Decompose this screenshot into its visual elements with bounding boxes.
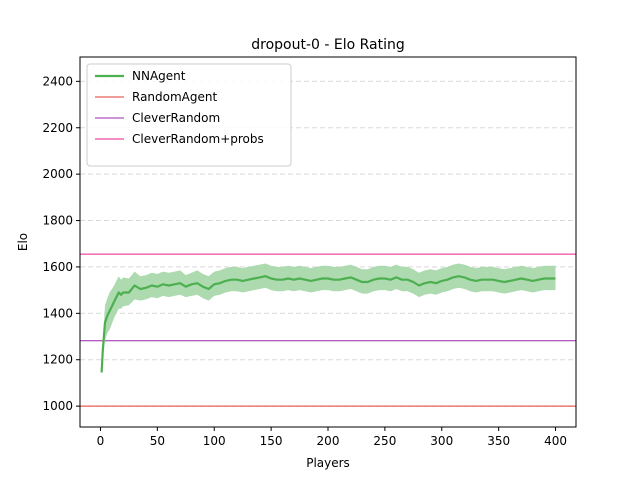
legend-box: [86, 63, 292, 167]
series-line: [100, 275, 556, 373]
legend-label: CleverRandom+probs: [132, 132, 264, 146]
legend-label: NNAgent: [132, 69, 186, 83]
x-tick-label: 350: [487, 434, 510, 448]
y-tick-label: 2200: [42, 121, 73, 135]
x-tick-label: 50: [150, 434, 165, 448]
y-axis-ticks: 1000 1200 1400 1600 1800 2000 2200 2400: [42, 74, 80, 413]
reference-lines: [80, 253, 576, 407]
x-tick-label: 0: [97, 434, 105, 448]
y-tick-label: 1600: [42, 260, 73, 274]
chart-title: dropout-0 - Elo Rating: [251, 37, 405, 53]
legend-label: CleverRandom: [132, 111, 220, 125]
x-tick-label: 300: [430, 434, 453, 448]
confidence-band: [101, 263, 556, 374]
legend-label: RandomAgent: [132, 90, 217, 104]
y-tick-label: 1800: [42, 214, 73, 228]
y-tick-label: 1200: [42, 353, 73, 367]
x-axis-label: Players: [306, 456, 350, 470]
y-tick-label: 1400: [42, 306, 73, 320]
nnagent-series: [100, 263, 556, 374]
x-tick-label: 150: [260, 434, 283, 448]
x-tick-label: 100: [203, 434, 226, 448]
y-axis-label: Elo: [16, 233, 30, 251]
x-axis-ticks: 0 50 100 150 200 250 300 350 400: [97, 427, 567, 448]
y-tick-label: 2000: [42, 167, 73, 181]
x-tick-label: 400: [544, 434, 567, 448]
plot-frame: [79, 56, 577, 428]
legend: NNAgent RandomAgent CleverRandom CleverRand…: [86, 63, 292, 167]
y-tick-label: 1000: [42, 399, 73, 413]
y-tick-label: 2400: [42, 74, 73, 88]
x-tick-label: 250: [373, 434, 396, 448]
x-tick-label: 200: [317, 434, 340, 448]
